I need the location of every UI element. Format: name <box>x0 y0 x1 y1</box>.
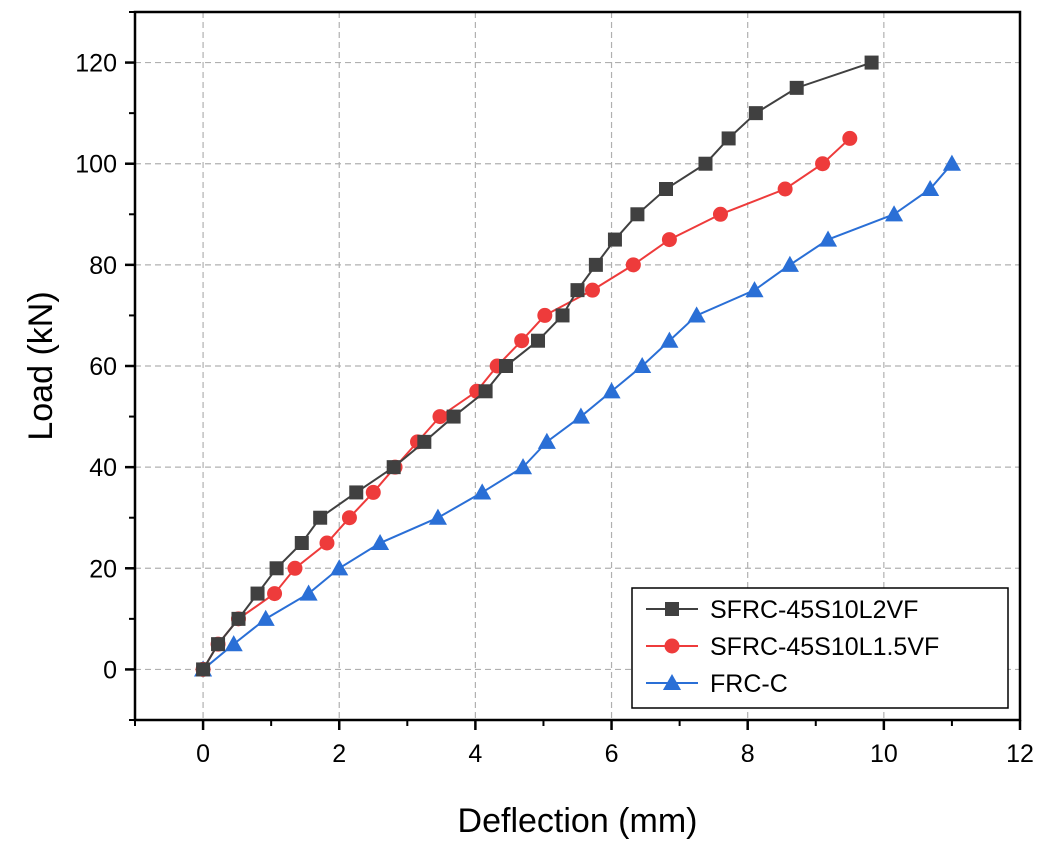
data-point <box>446 409 461 424</box>
data-point <box>602 382 621 399</box>
data-point <box>942 154 961 171</box>
data-point <box>842 130 858 146</box>
data-point <box>777 181 793 197</box>
x-tick-label: 0 <box>196 740 210 768</box>
legend-label: FRC-C <box>710 670 788 698</box>
data-point <box>428 508 447 525</box>
y-tick-label: 0 <box>103 656 117 684</box>
data-point <box>660 331 679 348</box>
x-tick-label: 2 <box>332 740 346 768</box>
legend: SFRC-45S10L2VF SFRC-45S10L1.5VF FRC-C <box>631 587 1009 709</box>
data-point <box>250 586 265 601</box>
legend-label: SFRC-45S10L2VF <box>710 596 918 624</box>
legend-marker <box>664 638 680 654</box>
data-point <box>231 611 246 626</box>
data-point <box>299 584 318 601</box>
data-point <box>661 232 677 248</box>
legend-label: SFRC-45S10L1.5VF <box>710 633 939 661</box>
data-point <box>330 559 349 576</box>
legend-item: SFRC-45S10L1.5VF <box>646 633 939 661</box>
data-point <box>371 533 390 551</box>
data-point <box>256 609 275 626</box>
data-point <box>513 458 533 475</box>
data-point <box>721 131 736 146</box>
y-tick-label: 120 <box>75 50 117 78</box>
data-point <box>584 282 600 298</box>
data-point <box>570 283 585 298</box>
data-point <box>571 407 590 424</box>
data-point <box>607 232 622 247</box>
data-point <box>294 536 309 550</box>
y-tick-label: 60 <box>89 353 117 381</box>
series-1 <box>196 55 879 677</box>
y-tick-label: 20 <box>89 555 117 583</box>
data-point <box>630 207 645 222</box>
y-tick-label: 40 <box>89 454 117 482</box>
data-point <box>267 586 283 602</box>
data-point <box>921 179 940 197</box>
y-tick-label: 80 <box>89 252 117 280</box>
data-point <box>780 255 799 272</box>
data-point <box>211 637 226 652</box>
legend-marker <box>665 602 679 616</box>
data-point <box>698 156 713 171</box>
data-point <box>196 662 211 677</box>
data-point <box>748 106 763 121</box>
data-point <box>712 206 728 222</box>
data-point <box>789 80 804 95</box>
x-tick-label: 6 <box>605 740 619 768</box>
legend-item: SFRC-45S10L2VF <box>646 596 918 624</box>
legend-item: FRC-C <box>646 670 788 698</box>
data-point <box>864 55 879 70</box>
data-point <box>499 359 514 373</box>
data-point <box>417 434 432 449</box>
data-point <box>659 182 673 196</box>
data-point <box>319 535 335 551</box>
x-tick-label: 10 <box>870 740 898 768</box>
data-point <box>633 356 652 374</box>
data-point <box>473 483 492 500</box>
data-point <box>555 308 570 323</box>
data-point <box>815 156 831 172</box>
data-point <box>537 432 556 449</box>
data-point <box>341 510 357 526</box>
y-tick-label: 100 <box>75 151 117 179</box>
series-3 <box>194 154 961 677</box>
data-point <box>313 510 328 525</box>
data-point <box>224 635 243 652</box>
x-tick-label: 12 <box>1006 740 1034 768</box>
data-point <box>478 384 493 399</box>
data-point <box>386 460 401 475</box>
x-tick-label: 4 <box>468 740 482 768</box>
data-point <box>514 333 530 349</box>
data-point <box>365 484 381 500</box>
data-point <box>625 257 641 273</box>
x-axis-title: Deflection (mm) <box>458 802 698 840</box>
data-point <box>432 409 448 425</box>
data-point <box>287 560 303 576</box>
data-point <box>588 257 603 272</box>
data-point <box>531 333 546 348</box>
data-point <box>687 306 706 323</box>
series-line <box>202 137 851 670</box>
data-point <box>349 485 364 500</box>
data-point <box>745 281 764 298</box>
data-point <box>818 230 838 247</box>
data-point <box>537 307 553 323</box>
y-axis-title: Load (kN) <box>22 291 60 440</box>
legend-marker <box>662 673 682 691</box>
data-point <box>885 205 904 222</box>
series-layer <box>194 55 961 677</box>
x-tick-label: 8 <box>741 740 755 768</box>
data-point <box>269 561 284 576</box>
